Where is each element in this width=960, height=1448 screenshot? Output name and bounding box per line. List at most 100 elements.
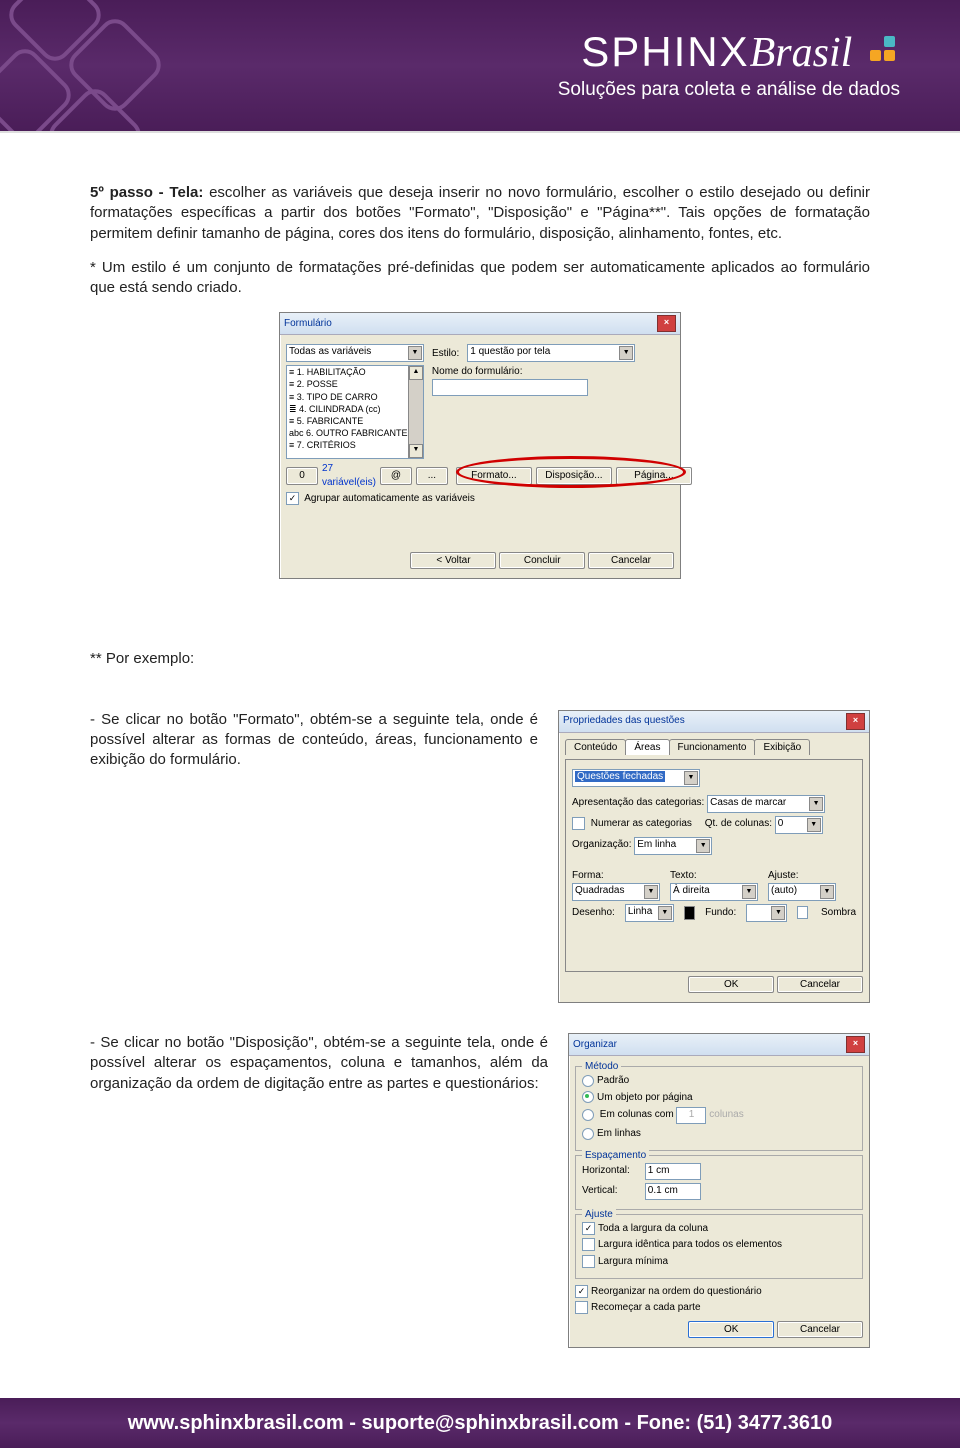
numerar-label: Numerar as categorias	[591, 818, 692, 829]
list-item[interactable]: ≡ 5. FABRICANTE	[287, 415, 423, 427]
tab-areas[interactable]: Áreas	[625, 739, 669, 756]
formato-paragraph: - Se clicar no botão "Formato", obtém-se…	[90, 710, 538, 771]
horiz-label: Horizontal:	[582, 1164, 642, 1178]
desenho-select[interactable]: Linha	[625, 904, 674, 922]
dialog3-title: Organizar	[573, 1038, 617, 1052]
radio-colunas[interactable]	[582, 1109, 594, 1121]
disposicao-paragraph: - Se clicar no botão "Disposição", obtém…	[90, 1033, 548, 1094]
espac-legend: Espaçamento	[582, 1149, 649, 1163]
texto-label: Texto:	[670, 869, 758, 883]
logo-block: SPHINXBrasil Soluções para coleta e anál…	[558, 28, 900, 101]
radio-linhas[interactable]	[582, 1128, 594, 1140]
ok-button[interactable]: OK	[688, 976, 774, 994]
pagina-button[interactable]: Página...	[616, 467, 692, 485]
cancelar-button[interactable]: Cancelar	[588, 552, 674, 570]
nome-label: Nome do formulário:	[432, 366, 523, 377]
apresentacao-label: Apresentação das categorias:	[572, 797, 704, 808]
radio-linhas-label: Em linhas	[597, 1128, 641, 1139]
radio-objeto[interactable]	[582, 1091, 594, 1103]
ajuste-select[interactable]: (auto)	[768, 883, 836, 901]
horiz-input[interactable]: 1 cm	[645, 1163, 701, 1180]
fundo-select[interactable]	[746, 904, 787, 922]
tagline: Soluções para coleta e análise de dados	[558, 79, 900, 101]
list-item[interactable]: ≣ 4. CILINDRADA (cc)	[287, 403, 423, 415]
auto-group-checkbox[interactable]: ✓	[286, 492, 299, 505]
ok-button[interactable]: OK	[688, 1321, 774, 1339]
dialog2-title: Propriedades das questões	[563, 714, 685, 728]
estilo-select[interactable]: 1 questão por tela	[467, 344, 635, 362]
example-note: ** Por exemplo:	[90, 649, 870, 669]
scrollbar[interactable]: ▲▼	[408, 366, 423, 458]
close-icon[interactable]: ×	[846, 1036, 865, 1053]
page-footer: www.sphinxbrasil.com - suporte@sphinxbra…	[0, 1398, 960, 1448]
check-larg[interactable]: ✓	[582, 1222, 595, 1235]
tab-exibicao[interactable]: Exibição	[754, 739, 810, 756]
dialog1-title: Formulário	[284, 317, 332, 331]
vert-label: Vertical:	[582, 1184, 642, 1198]
at-button[interactable]: @	[380, 467, 412, 485]
list-item[interactable]: ≡ 1. HABILITAÇÃO	[287, 366, 423, 378]
check-id-label: Largura idêntica para todos os elementos	[598, 1239, 782, 1250]
forma-select[interactable]: Quadradas	[572, 883, 660, 901]
header-pattern	[0, 0, 260, 131]
qt-select[interactable]: 0	[775, 816, 823, 834]
brand-sphinx: SPHINX	[581, 28, 749, 75]
paragraph-2: * Um estilo é um conjunto de formatações…	[90, 258, 870, 299]
radio-padrao[interactable]	[582, 1075, 594, 1087]
list-item[interactable]: ≡ 3. TIPO DE CARRO	[287, 391, 423, 403]
desenho-label: Desenho:	[572, 906, 615, 920]
org-select[interactable]: Em linha	[634, 837, 712, 855]
var-count: 27 variável(eis)	[322, 462, 376, 489]
close-icon[interactable]: ×	[846, 713, 865, 730]
count0-button[interactable]: 0	[286, 467, 318, 485]
voltar-button[interactable]: < Voltar	[410, 552, 496, 570]
variables-listbox[interactable]: ≡ 1. HABILITAÇÃO ≡ 2. POSSE ≡ 3. TIPO DE…	[286, 365, 424, 459]
ajuste-label: Ajuste:	[768, 869, 836, 883]
check-recom[interactable]	[575, 1301, 588, 1314]
tab-conteudo[interactable]: Conteúdo	[565, 739, 626, 756]
cancelar-button[interactable]: Cancelar	[777, 976, 863, 994]
check-id[interactable]	[582, 1238, 595, 1251]
metodo-legend: Método	[582, 1060, 621, 1074]
dots-button[interactable]: ...	[416, 467, 448, 485]
colunas-input[interactable]: 1	[676, 1107, 706, 1124]
check-larg-label: Toda a largura da coluna	[598, 1223, 708, 1234]
check-min[interactable]	[582, 1255, 595, 1268]
check-reorg[interactable]: ✓	[575, 1285, 588, 1298]
vert-input[interactable]: 0.1 cm	[645, 1183, 701, 1200]
dialog-formulario: Formulário × Todas as variáveis Estilo: …	[279, 312, 681, 579]
qt-label: Qt. de colunas:	[705, 818, 772, 829]
page-header: SPHINXBrasil Soluções para coleta e anál…	[0, 0, 960, 133]
org-label: Organização:	[572, 839, 631, 850]
radio-objeto-label: Um objeto por página	[597, 1092, 693, 1103]
list-item[interactable]: ≡ 7. CRITÉRIOS	[287, 439, 423, 451]
check-recom-label: Recomeçar a cada parte	[591, 1302, 701, 1313]
texto-select[interactable]: À direita	[670, 883, 758, 901]
disposicao-button[interactable]: Disposição...	[536, 467, 612, 485]
ajuste-legend: Ajuste	[582, 1208, 616, 1222]
close-icon[interactable]: ×	[657, 315, 676, 332]
step-text: escolher as variáveis que deseja inserir…	[90, 184, 870, 242]
estilo-label: Estilo:	[432, 347, 459, 361]
paragraph-1: 5º passo - Tela: escolher as variáveis q…	[90, 183, 870, 244]
nome-input[interactable]	[432, 379, 588, 396]
radio-colunas-label: Em colunas com	[600, 1109, 674, 1120]
step-label: 5º passo - Tela:	[90, 184, 203, 201]
dialog-organizar: Organizar × Método Padrão Um objeto por …	[568, 1033, 870, 1348]
formato-button[interactable]: Formato...	[456, 467, 532, 485]
list-item[interactable]: abc 6. OUTRO FABRICANTE	[287, 427, 423, 439]
concluir-button[interactable]: Concluir	[499, 552, 585, 570]
check-min-label: Largura mínima	[598, 1256, 668, 1267]
fundo-label: Fundo:	[705, 906, 736, 920]
color-swatch-icon[interactable]	[684, 906, 695, 920]
forma-label: Forma:	[572, 869, 660, 883]
radio-padrao-label: Padrão	[597, 1075, 629, 1086]
vars-select[interactable]: Todas as variáveis	[286, 344, 424, 362]
questoes-select[interactable]: Questões fechadas	[572, 769, 700, 787]
cancelar-button[interactable]: Cancelar	[777, 1321, 863, 1339]
list-item[interactable]: ≡ 2. POSSE	[287, 378, 423, 390]
numerar-checkbox[interactable]	[572, 817, 585, 830]
tab-funcionamento[interactable]: Funcionamento	[669, 739, 756, 756]
sombra-checkbox[interactable]	[797, 906, 808, 919]
apresentacao-select[interactable]: Casas de marcar	[707, 795, 825, 813]
